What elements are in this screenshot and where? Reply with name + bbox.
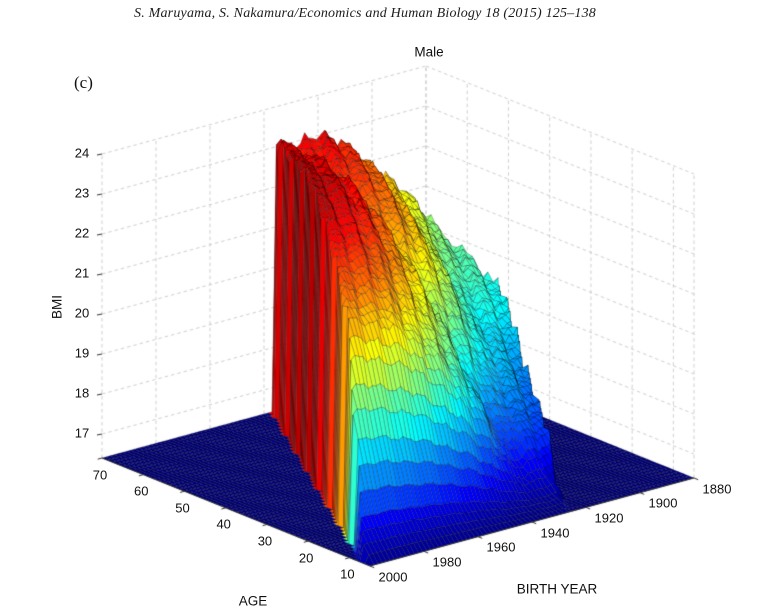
birth-year-tick-label: 1920 [594, 510, 624, 526]
journal-header: S. Maruyama, S. Nakamura/Economics and H… [134, 6, 596, 21]
age-tick-label: 10 [340, 566, 355, 582]
age-tick-label: 60 [133, 483, 149, 499]
bmi-tick-label: 17 [74, 425, 90, 441]
bmi-tick-label: 24 [74, 145, 90, 161]
birth-year-tick-label: 1940 [540, 525, 570, 540]
z-axis-label: BMI [49, 294, 65, 320]
bmi-tick-label: 22 [74, 225, 90, 241]
bmi-tick-label: 18 [74, 385, 90, 401]
birth-year-tick-label: 1960 [486, 539, 516, 555]
bmi-tick-label: 21 [74, 265, 90, 281]
birth-year-tick-label: 1880 [702, 481, 732, 496]
age-tick-label: 70 [92, 467, 108, 482]
birth-year-tick-label: 1980 [432, 554, 462, 570]
age-tick-label: 20 [298, 550, 314, 566]
age-tick-label: 50 [175, 500, 190, 516]
x-axis-label: BIRTH YEAR [516, 581, 598, 597]
bmi-tick-label: 23 [74, 185, 90, 201]
y-axis-label: AGE [238, 593, 268, 609]
age-tick-label: 30 [257, 533, 273, 549]
bmi-tick-label: 19 [74, 345, 90, 361]
age-tick-label: 40 [216, 516, 231, 532]
birth-year-tick-label: 1900 [648, 495, 678, 511]
panel-label: (c) [74, 73, 93, 92]
chart-title: Male [414, 44, 444, 60]
bmi-tick-label: 20 [74, 305, 90, 321]
birth-year-tick-label: 2000 [378, 569, 408, 584]
